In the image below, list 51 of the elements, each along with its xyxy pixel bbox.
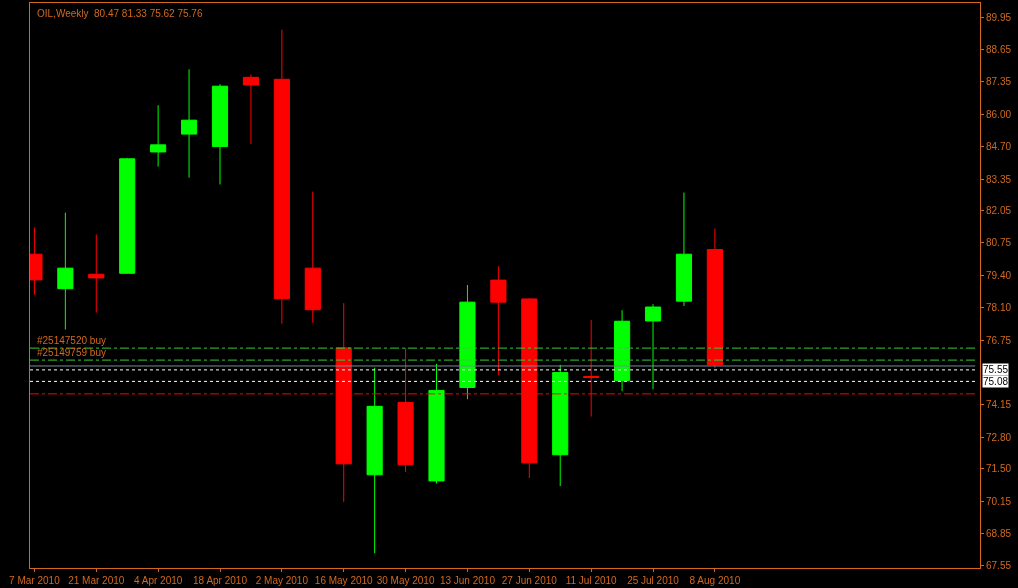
y-tick-label: 88.65 [986, 43, 1012, 55]
candlestick [552, 364, 569, 487]
y-tick-label: 78.10 [986, 302, 1012, 314]
y-tick-label: 68.85 [986, 528, 1012, 540]
candlestick [428, 363, 445, 485]
x-tick-label: 16 May 2010 [314, 575, 374, 586]
ref-line-label: #25149759 buy [37, 347, 106, 358]
candlestick [706, 228, 723, 369]
ref-line-label: 75.08 [983, 376, 1009, 387]
x-tick-label: 13 Jun 2010 [439, 575, 496, 586]
y-tick-label: 76.75 [986, 335, 1012, 347]
x-tick-label: 21 Mar 2010 [68, 575, 125, 586]
ref-line-label: 75.55 [983, 364, 1009, 375]
x-tick-label: 4 Apr 2010 [133, 575, 183, 586]
y-tick-label: 71.50 [986, 463, 1012, 475]
x-tick-label: 27 Jun 2010 [501, 575, 558, 586]
x-tick-label: 18 Apr 2010 [193, 575, 248, 586]
y-tick-label: 83.35 [986, 173, 1012, 185]
y-tick-label: 72.80 [986, 431, 1012, 443]
ref-line-label: #25147520 buy [37, 335, 106, 346]
y-tick-label: 80.75 [986, 237, 1012, 249]
candlestick [242, 73, 260, 145]
x-tick-label: 25 Jul 2010 [627, 575, 680, 586]
candlestick [644, 303, 662, 390]
y-tick-label: 86.00 [986, 108, 1012, 120]
candlestick [273, 29, 290, 325]
candlestick [675, 192, 693, 307]
candlestick [211, 83, 229, 185]
y-tick-label: 84.70 [986, 140, 1012, 152]
candlestick [366, 367, 383, 554]
y-tick-label: 70.15 [986, 496, 1012, 508]
candlestick [490, 265, 507, 376]
text: OIL,Weekly 80.47 81.33 75.62 75.76 [37, 8, 203, 19]
candlestick [57, 212, 74, 331]
x-tick-label: 30 May 2010 [376, 575, 435, 586]
y-tick-label: 67.55 [986, 560, 1012, 572]
y-tick-label: 82.05 [986, 205, 1012, 217]
candlestick [459, 284, 476, 400]
candlestick [88, 233, 105, 314]
y-tick-label: 79.40 [986, 270, 1012, 282]
y-tick-label: 87.35 [986, 75, 1012, 87]
x-tick-label: 2 May 2010 [255, 575, 309, 586]
x-tick-label: 7 Mar 2010 [9, 575, 61, 586]
candlestick [150, 104, 167, 168]
y-tick-label: 89.95 [986, 12, 1012, 24]
candlestick [119, 157, 136, 275]
candlestick [304, 191, 321, 324]
x-tick-label: 11 Jul 2010 [565, 575, 618, 586]
y-tick-label: 74.15 [986, 398, 1012, 410]
x-tick-label: 8 Aug 2010 [689, 575, 741, 586]
candlestick [180, 68, 198, 179]
